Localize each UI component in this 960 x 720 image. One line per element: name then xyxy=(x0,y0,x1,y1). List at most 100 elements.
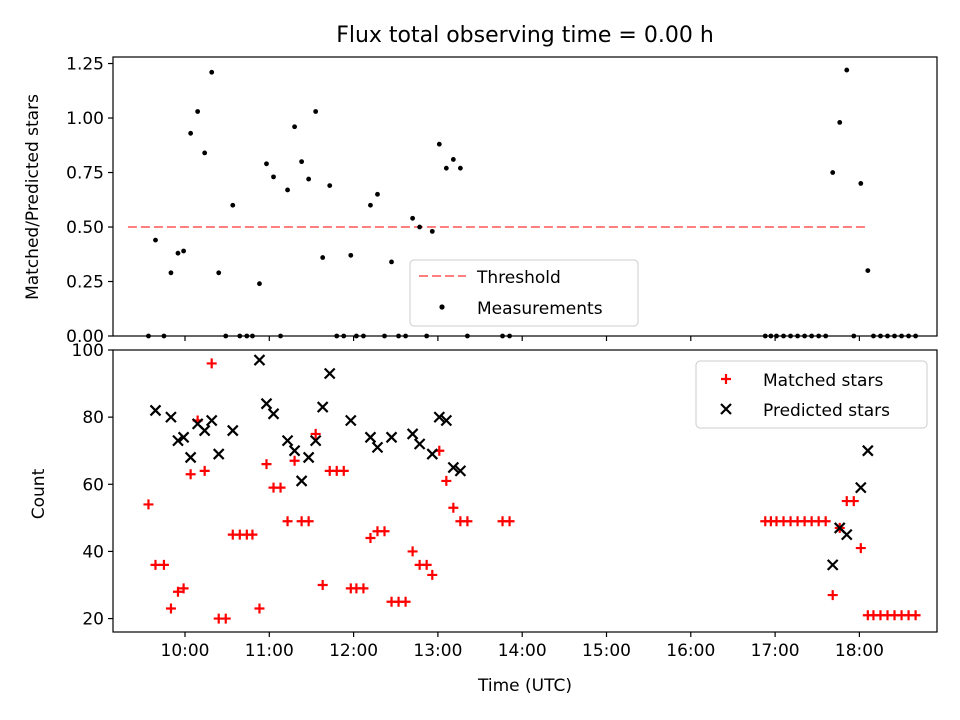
predicted-star-point xyxy=(364,431,377,444)
legend-predicted-swatch xyxy=(720,403,732,415)
x-tick-label: 11:00 xyxy=(245,641,294,661)
legend-ratio: Threshold Measurements xyxy=(409,259,639,327)
matched-star-point xyxy=(275,482,286,493)
y-tick-label: 40 xyxy=(82,542,104,562)
measurement-point xyxy=(195,109,201,114)
matched-star-point xyxy=(338,465,349,476)
predicted-star-point xyxy=(253,354,266,366)
matched-star-point xyxy=(289,455,300,466)
plot-frame xyxy=(112,56,938,337)
measurement-point xyxy=(443,165,449,171)
x-tick-label: 10:00 xyxy=(161,641,210,661)
matched-star-point xyxy=(143,499,154,510)
predicted-star-point xyxy=(371,441,384,454)
predicted-star-point xyxy=(212,448,225,460)
matched-star-point xyxy=(317,580,328,590)
measurement-point xyxy=(313,109,319,114)
matched-star-point xyxy=(178,583,189,594)
measurement-point xyxy=(278,333,283,339)
measurement-point xyxy=(368,202,373,208)
y-axis-label-count: Count xyxy=(29,468,49,519)
ratio-panel: 0.00 0.25 0.50 0.75 1.00 1.25 Threshold Measure… xyxy=(66,55,938,347)
measurement-point xyxy=(168,270,174,276)
measurement-point xyxy=(250,333,255,339)
y-tick-label: 0.50 xyxy=(66,218,104,238)
measurement-point xyxy=(450,157,456,162)
measurement-point xyxy=(382,333,387,339)
matched-star-point xyxy=(158,559,169,570)
predicted-star-point xyxy=(316,401,329,413)
legend-box xyxy=(695,360,928,429)
matched-star-point xyxy=(400,596,411,607)
legend-threshold-label: Threshold xyxy=(476,268,561,288)
y-tick-label: 0.25 xyxy=(66,273,104,293)
x-tick-label: 14:00 xyxy=(498,641,547,661)
predicted-star-point xyxy=(149,404,162,417)
matched-star-point xyxy=(185,469,196,480)
predicted-star-point xyxy=(385,431,398,444)
legend-count: Matched stars Predicted stars xyxy=(695,360,928,429)
matched-star-point xyxy=(848,496,859,507)
measurement-point xyxy=(878,333,883,339)
y-tick-label: 80 xyxy=(82,408,104,428)
measurement-point xyxy=(175,250,181,256)
measurement-point xyxy=(809,333,815,339)
measurement-point xyxy=(906,333,911,339)
measurement-point xyxy=(457,165,463,171)
x-tick-label: 16:00 xyxy=(666,641,715,661)
predicted-star-point xyxy=(447,461,460,474)
measurement-point xyxy=(762,333,768,339)
measurement-point xyxy=(871,333,876,339)
measurement-point xyxy=(892,333,897,339)
y-tick-label: 60 xyxy=(82,475,104,495)
matched-star-point xyxy=(827,590,838,601)
y-axis-label-ratio: Matched/Predicted stars xyxy=(23,94,43,300)
predicted-star-point xyxy=(226,424,239,437)
y-tick-label: 1.00 xyxy=(66,109,104,129)
measurement-point xyxy=(830,170,836,175)
plot-frame xyxy=(112,349,938,633)
x-tick-label: 15:00 xyxy=(582,641,631,661)
measurement-point xyxy=(865,268,871,274)
measurement-point xyxy=(851,333,857,339)
matched-star-point xyxy=(172,586,183,597)
measurement-point xyxy=(257,281,262,287)
matched-star-point xyxy=(365,533,376,543)
measurement-point xyxy=(500,333,505,339)
measurement-point xyxy=(795,333,800,339)
measurement-point xyxy=(417,224,423,230)
measurement-point xyxy=(161,333,167,339)
measurement-point xyxy=(768,333,774,339)
x-tick-label: 12:00 xyxy=(329,641,378,661)
legend-predicted-label: Predicted stars xyxy=(763,401,890,421)
x-axis-label: Time (UTC) xyxy=(477,676,572,696)
matched-star-point xyxy=(220,613,231,624)
predicted-star-point xyxy=(198,424,211,437)
predicted-star-point xyxy=(281,434,294,447)
predicted-star-point xyxy=(260,397,273,410)
legend-box xyxy=(409,259,639,327)
measurement-point xyxy=(341,333,347,339)
predicted-star-point xyxy=(826,559,839,571)
measurement-point xyxy=(202,150,208,156)
predicted-star-point xyxy=(433,411,446,423)
measurement-point xyxy=(899,333,904,339)
measurement-point xyxy=(774,333,779,339)
matched-star-point xyxy=(820,516,831,527)
matched-star-point xyxy=(441,475,452,486)
measurement-point xyxy=(320,255,326,260)
predicted-star-point xyxy=(267,408,280,420)
measurement-point xyxy=(216,270,222,276)
measurement-point xyxy=(285,187,290,193)
matched-star-point xyxy=(247,529,258,540)
matched-star-point xyxy=(448,502,459,513)
legend-matched-swatch xyxy=(721,374,731,384)
series-predicted-stars xyxy=(149,354,874,571)
measurement-point xyxy=(146,333,151,339)
predicted-star-point xyxy=(165,411,177,423)
measurement-point xyxy=(292,124,297,130)
count-panel: 20 40 60 80 100 10:00 11:00 12:00 13:00 14:00 15:0… xyxy=(72,341,938,661)
measurement-point xyxy=(802,333,808,339)
measurement-point xyxy=(816,333,822,339)
predicted-star-point xyxy=(406,428,419,440)
